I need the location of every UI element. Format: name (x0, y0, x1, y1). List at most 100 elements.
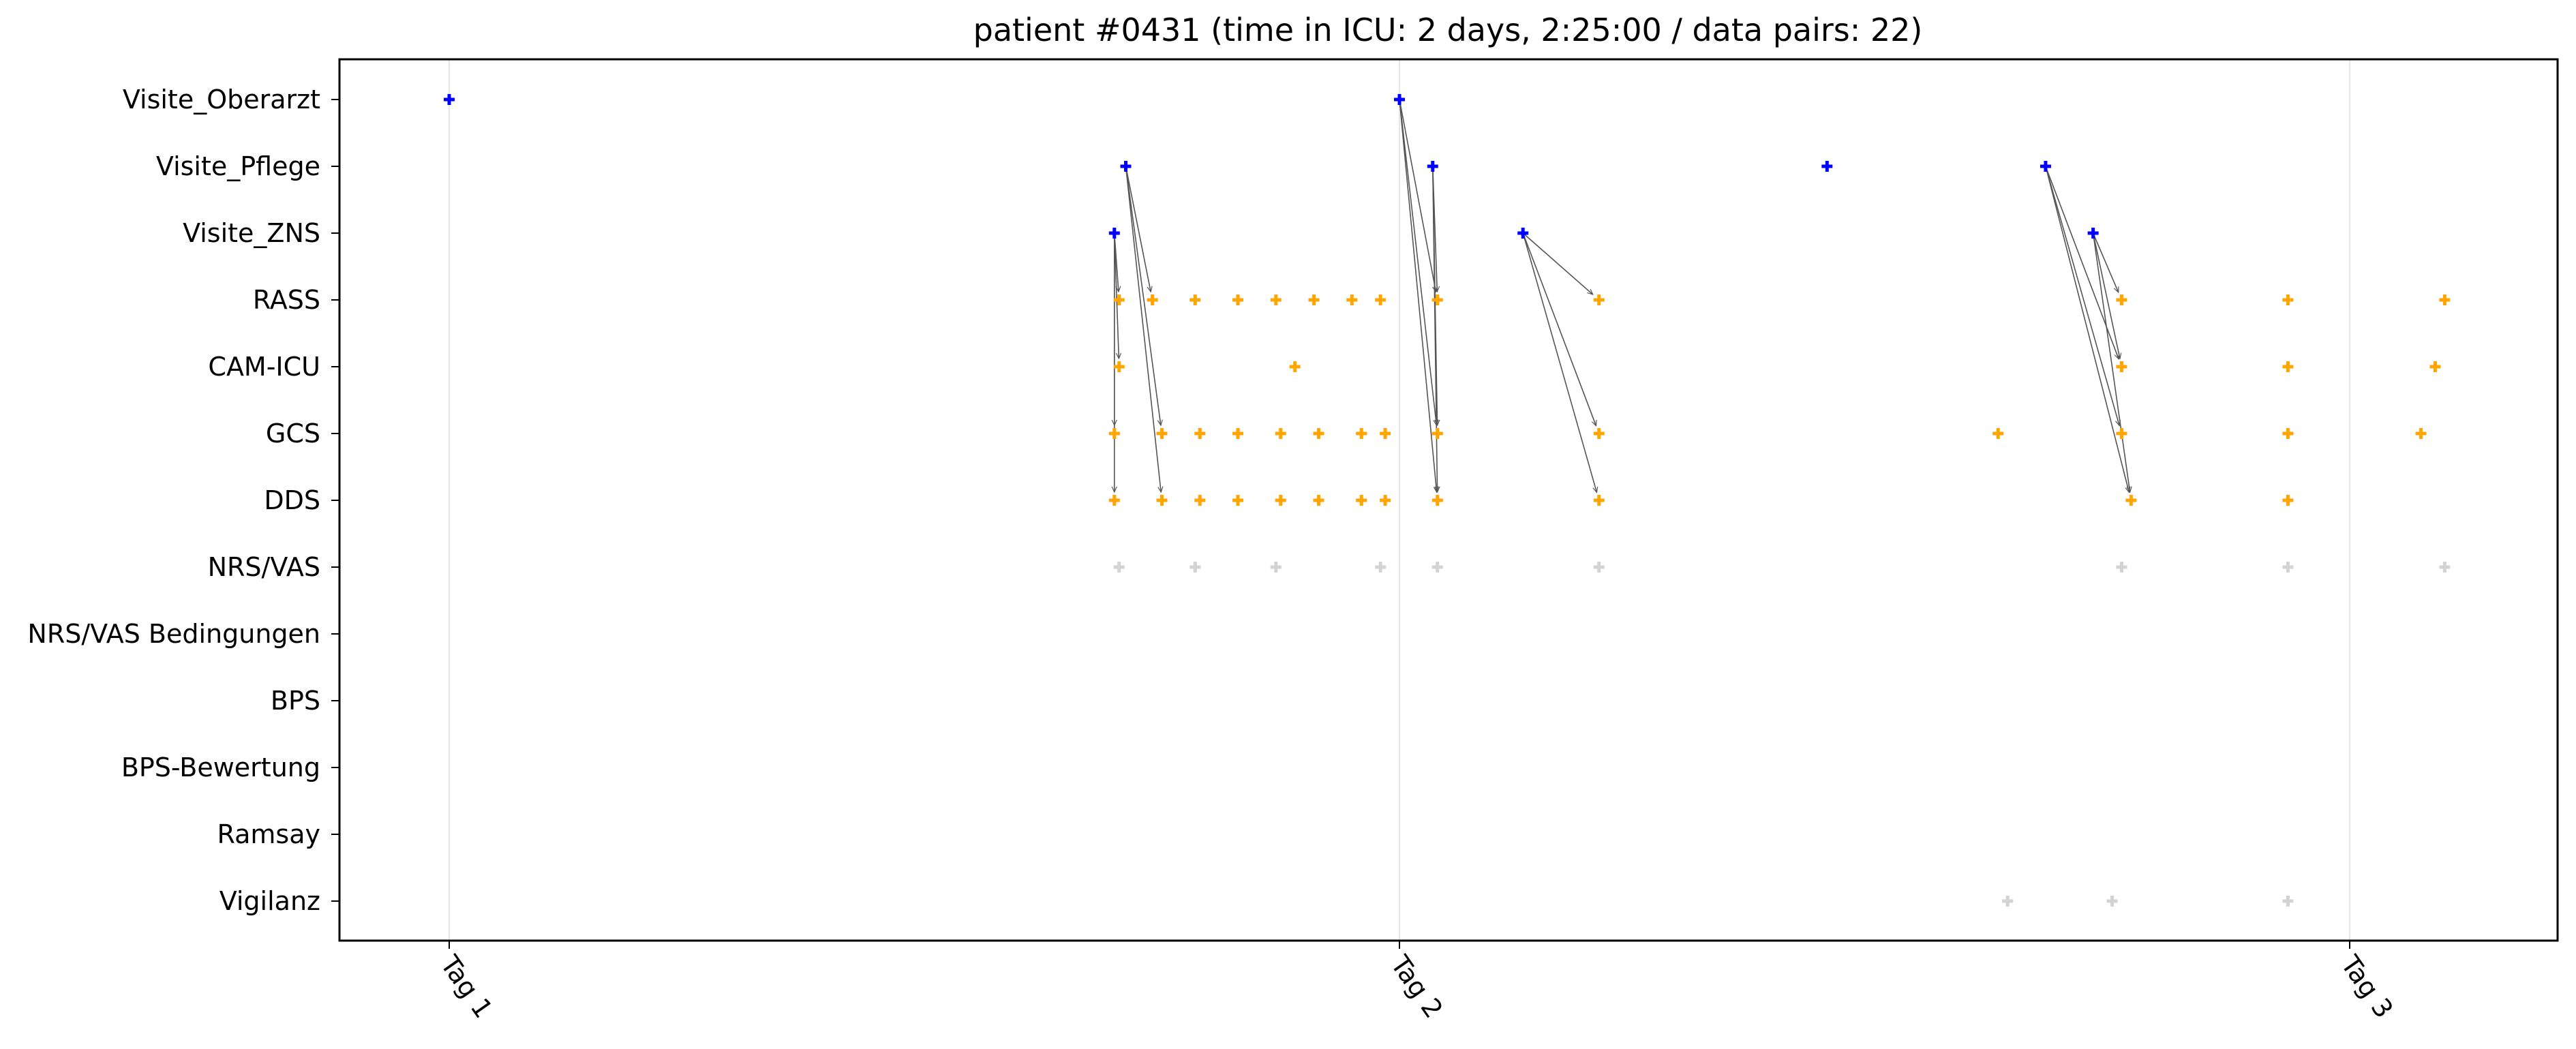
pair-arrow (2045, 166, 2129, 492)
data-point-dds (1156, 495, 1168, 506)
y-tick-label-visite-zns: Visite_ZNS (183, 218, 320, 248)
data-point-vigilanz (2002, 896, 2014, 907)
data-point-gcs (1156, 428, 1168, 439)
data-point-nrs-vas (2116, 562, 2127, 573)
data-point-rass (1113, 294, 1125, 305)
data-point-gcs (1992, 428, 2004, 439)
data-point-rass (1375, 294, 1387, 305)
data-point-gcs (1108, 428, 1120, 439)
data-point-visite-pflege (2040, 161, 2051, 172)
y-tick-label-vigilanz: Vigilanz (219, 886, 320, 916)
data-point-cam-icu (1113, 361, 1125, 372)
y-tick-label-visite-pflege: Visite_Pflege (156, 151, 320, 181)
data-point-gcs (1356, 428, 1367, 439)
y-tick-label-ramsay: Ramsay (217, 819, 320, 849)
data-point-dds (1194, 495, 1206, 506)
data-point-rass (1147, 294, 1158, 305)
y-tick-label-cam-icu: CAM-ICU (208, 352, 320, 382)
data-point-visite-zns (2087, 228, 2099, 239)
data-point-rass (1270, 294, 1282, 305)
data-point-visite-zns (1108, 228, 1120, 239)
pair-arrow (1125, 166, 1161, 425)
pair-arrow (1522, 232, 1593, 294)
data-point-dds (1232, 495, 1244, 506)
data-point-rass (2439, 294, 2451, 305)
pair-arrow (2092, 232, 2130, 492)
data-point-visite-pflege (1427, 161, 1438, 172)
data-point-nrs-vas (1375, 562, 1387, 573)
data-point-cam-icu (2282, 361, 2294, 372)
y-tick-label-bps-bewertung: BPS-Bewertung (121, 752, 320, 782)
pair-arrow (2092, 232, 2120, 359)
data-point-gcs (2116, 428, 2127, 439)
pair-arrow (2045, 166, 2119, 425)
y-tick-label-nrs-vas-bedingungen: NRS/VAS Bedingungen (27, 619, 320, 649)
chart-title: patient #0431 (time in ICU: 2 days, 2:25… (973, 12, 1923, 48)
data-point-dds (1275, 495, 1286, 506)
data-point-vigilanz (2282, 896, 2294, 907)
data-point-nrs-vas (1113, 562, 1125, 573)
data-point-cam-icu (1289, 361, 1301, 372)
pair-arrow (1125, 166, 1162, 492)
data-point-dds (1108, 495, 1120, 506)
data-point-dds (1380, 495, 1391, 506)
data-point-nrs-vas (1189, 562, 1201, 573)
grid-layer (449, 59, 2350, 941)
pair-arrow (1522, 232, 1596, 492)
data-point-nrs-vas (2439, 562, 2451, 573)
y-tick-label-visite-oberarzt: Visite_Oberarzt (123, 85, 320, 115)
data-point-rass (1308, 294, 1320, 305)
data-point-gcs (1593, 428, 1605, 439)
pair-arrow (1399, 99, 1436, 292)
data-point-rass (1431, 294, 1443, 305)
data-point-rass (2282, 294, 2294, 305)
pair-arrow (1114, 232, 1119, 359)
pair-arrow (1125, 166, 1151, 292)
y-tick-label-rass: RASS (253, 285, 320, 315)
data-point-dds (1593, 495, 1605, 506)
y-tick-label-gcs: GCS (266, 419, 320, 449)
y-tick-label-nrs-vas: NRS/VAS (208, 552, 320, 582)
data-point-rass (1593, 294, 1605, 305)
pair-arrow (1522, 232, 1596, 426)
pair-arrow (2092, 232, 2119, 292)
pair-arrow (1399, 99, 1436, 425)
data-point-cam-icu (2429, 361, 2441, 372)
data-point-nrs-vas (1431, 562, 1443, 573)
data-point-visite-oberarzt (1394, 94, 1405, 105)
data-point-gcs (1232, 428, 1244, 439)
pair-arrow (1399, 99, 1437, 492)
y-tick-label-bps: BPS (271, 686, 320, 716)
data-point-rass (1346, 294, 1358, 305)
data-point-dds (1313, 495, 1324, 506)
data-point-gcs (1380, 428, 1391, 439)
data-point-visite-oberarzt (444, 94, 455, 105)
data-point-gcs (1194, 428, 1206, 439)
data-point-gcs (1313, 428, 1324, 439)
y-axis: Visite_Oberarzt Visite_Pflege Visite_ZNS RA… (27, 85, 339, 916)
data-point-rass (2116, 294, 2127, 305)
data-point-cam-icu (2116, 361, 2127, 372)
data-point-visite-pflege (1120, 161, 1132, 172)
data-point-nrs-vas (1270, 562, 1282, 573)
data-point-dds (1356, 495, 1367, 506)
data-point-gcs (2282, 428, 2294, 439)
arrow-layer (1114, 99, 2130, 492)
data-point-nrs-vas (1593, 562, 1605, 573)
data-point-dds (2125, 495, 2137, 506)
data-point-rass (1232, 294, 1244, 305)
data-point-rass (1189, 294, 1201, 305)
data-point-gcs (2415, 428, 2427, 439)
data-point-vigilanz (2106, 896, 2118, 907)
y-tick-label-dds: DDS (264, 485, 320, 515)
data-point-dds (2282, 495, 2294, 506)
data-point-gcs (1431, 428, 1443, 439)
data-point-visite-zns (1517, 228, 1529, 239)
data-point-visite-pflege (1821, 161, 1833, 172)
data-point-gcs (1275, 428, 1286, 439)
marker-layer (444, 94, 2451, 907)
data-point-nrs-vas (2282, 562, 2294, 573)
data-point-dds (1431, 495, 1443, 506)
